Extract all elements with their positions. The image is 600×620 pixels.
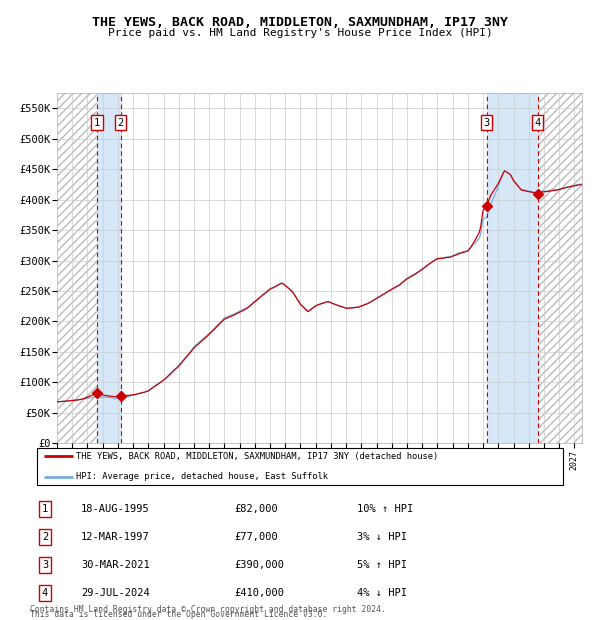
FancyBboxPatch shape [37, 448, 563, 485]
Bar [487, 93, 538, 443]
Text: 1: 1 [42, 504, 48, 514]
Text: 4: 4 [42, 588, 48, 598]
Text: 2: 2 [42, 532, 48, 542]
Text: £77,000: £77,000 [234, 532, 278, 542]
Bar [97, 93, 121, 443]
Text: THE YEWS, BACK ROAD, MIDDLETON, SAXMUNDHAM, IP17 3NY: THE YEWS, BACK ROAD, MIDDLETON, SAXMUNDH… [92, 16, 508, 29]
Text: This data is licensed under the Open Government Licence v3.0.: This data is licensed under the Open Gov… [30, 610, 328, 619]
Bar [57, 93, 97, 443]
Text: 30-MAR-2021: 30-MAR-2021 [81, 560, 150, 570]
Text: Price paid vs. HM Land Registry's House Price Index (HPI): Price paid vs. HM Land Registry's House … [107, 28, 493, 38]
Text: £82,000: £82,000 [234, 504, 278, 514]
Text: 29-JUL-2024: 29-JUL-2024 [81, 588, 150, 598]
Text: Contains HM Land Registry data © Crown copyright and database right 2024.: Contains HM Land Registry data © Crown c… [30, 604, 386, 614]
Text: £390,000: £390,000 [234, 560, 284, 570]
Bar [538, 93, 582, 443]
Text: 5% ↑ HPI: 5% ↑ HPI [357, 560, 407, 570]
Text: 4: 4 [535, 118, 541, 128]
Text: 2: 2 [118, 118, 124, 128]
Text: 10% ↑ HPI: 10% ↑ HPI [357, 504, 413, 514]
Text: HPI: Average price, detached house, East Suffolk: HPI: Average price, detached house, East… [76, 472, 328, 481]
Text: 12-MAR-1997: 12-MAR-1997 [81, 532, 150, 542]
Text: THE YEWS, BACK ROAD, MIDDLETON, SAXMUNDHAM, IP17 3NY (detached house): THE YEWS, BACK ROAD, MIDDLETON, SAXMUNDH… [76, 452, 438, 461]
Text: 3% ↓ HPI: 3% ↓ HPI [357, 532, 407, 542]
Text: 18-AUG-1995: 18-AUG-1995 [81, 504, 150, 514]
Text: 4% ↓ HPI: 4% ↓ HPI [357, 588, 407, 598]
Text: 3: 3 [42, 560, 48, 570]
Text: £410,000: £410,000 [234, 588, 284, 598]
Text: 3: 3 [484, 118, 490, 128]
Text: 1: 1 [94, 118, 100, 128]
